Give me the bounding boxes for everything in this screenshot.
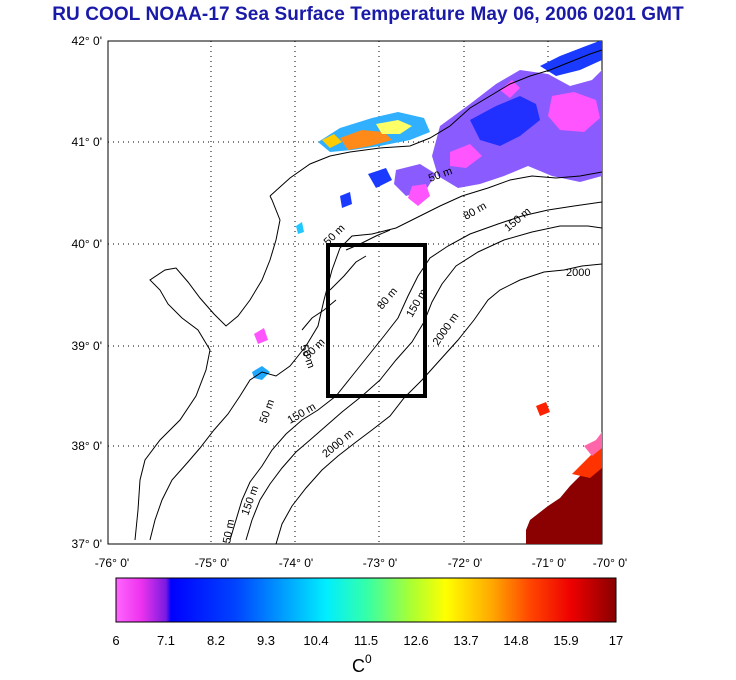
colorbar-tick-label: 10.4 [303,633,328,648]
colorbar-tick-label: 15.9 [553,633,578,648]
contour-label-50m: 50 m [221,518,237,544]
lon-label: -72° 0' [448,556,482,570]
lon-label: -76° 0' [95,556,129,570]
lon-label: -74° 0' [279,556,313,570]
colorbar-tick-label: 17 [609,633,623,648]
colorbar-tick-label: 7.1 [157,633,175,648]
lon-label: -75° 0' [195,556,229,570]
lat-label: 38° 0' [72,439,102,453]
colorbar-ticks: 6 7.1 8.2 9.3 10.4 11.5 12.6 13.7 14.8 15.9 17 [112,633,623,648]
lat-label: 37° 0' [72,537,102,551]
sst-patches [252,41,602,544]
colorbar [115,577,617,623]
colorbar-tick-label: 11.5 [354,633,378,648]
lat-label: 39° 0' [72,339,102,353]
colorbar-tick-label: 12.6 [403,633,428,648]
lat-label: 42° 0' [72,34,102,48]
colorbar-tick-label: 8.2 [207,633,225,648]
lat-label: 41° 0' [72,135,102,149]
lon-label: -71° 0' [532,556,566,570]
map-title: RU COOL NOAA-17 Sea Surface Temperature … [52,4,684,25]
contour-lines [134,49,602,544]
lon-label: -70° 0' [593,556,627,570]
colorbar-tick-label: 9.3 [257,633,275,648]
study-area-box [326,243,427,398]
longitude-axis: -76° 0' -75° 0' -74° 0' -73° 0' -72° 0' … [95,556,627,570]
colorbar-tick-label: 14.8 [503,633,528,648]
colorbar-tick-label: 6 [112,633,119,648]
latitude-axis: 42° 0' 41° 0' 40° 0' 39° 0' 38° 0' 37° 0… [72,34,102,551]
lat-label: 40° 0' [72,237,102,251]
lon-label: -73° 0' [363,556,397,570]
colorbar-tick-label: 13.7 [453,633,478,648]
colorbar-unit: C0 [352,652,372,676]
contour-label-2000: 2000 [566,267,590,279]
